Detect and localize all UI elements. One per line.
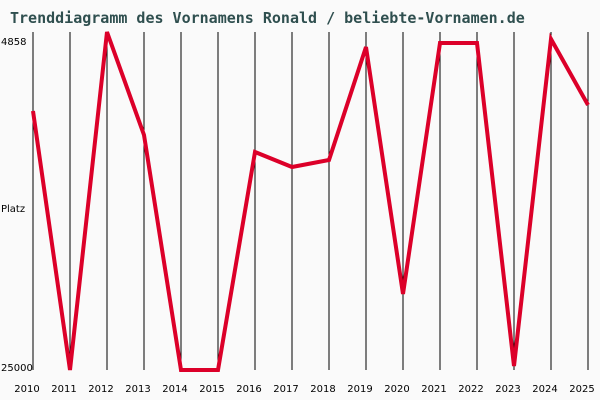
y-tick-label-top: 4858 [1, 37, 26, 48]
grid [32, 32, 589, 370]
x-tick-label: 2014 [162, 384, 187, 395]
x-tick-label: 2021 [421, 384, 446, 395]
x-tick-label: 2011 [51, 384, 76, 395]
x-tick-label: 2020 [384, 384, 409, 395]
x-tick-label: 2017 [273, 384, 298, 395]
data-points [32, 31, 589, 371]
y-axis-label: Platz [1, 204, 25, 215]
x-tick-label: 2022 [458, 384, 483, 395]
x-tick-label: 2019 [347, 384, 372, 395]
x-tick-label: 2012 [88, 384, 113, 395]
chart-title: Trenddiagramm des Vornamens Ronald / bel… [10, 9, 525, 27]
x-tick-label: 2018 [310, 384, 335, 395]
x-tick-labels: 2010 2011 2012 2013 2014 2015 2016 2017 2018 2019… [14, 384, 594, 395]
y-tick-label-bottom: 25000 [1, 363, 33, 374]
x-tick-label: 2025 [569, 384, 594, 395]
x-tick-label: 2013 [125, 384, 150, 395]
x-tick-label: 2015 [199, 384, 224, 395]
series-line [31, 31, 590, 372]
x-tick-label: 2024 [532, 384, 557, 395]
x-tick-label: 2023 [495, 384, 520, 395]
x-tick-label: 2010 [14, 384, 39, 395]
x-tick-label: 2016 [236, 384, 261, 395]
